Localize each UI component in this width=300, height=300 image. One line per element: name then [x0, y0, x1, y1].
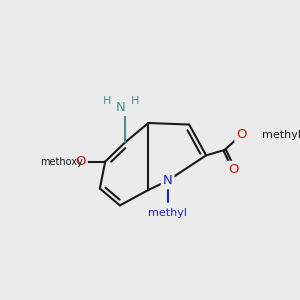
Text: H: H [131, 96, 140, 106]
Text: H: H [103, 96, 112, 106]
Text: N: N [116, 101, 125, 114]
Text: N: N [163, 174, 172, 187]
Text: methoxy: methoxy [40, 157, 83, 166]
Text: O: O [229, 163, 239, 176]
Text: methyl: methyl [262, 130, 300, 140]
Text: O: O [75, 155, 86, 168]
Text: methyl: methyl [148, 208, 187, 218]
Text: O: O [236, 128, 247, 141]
